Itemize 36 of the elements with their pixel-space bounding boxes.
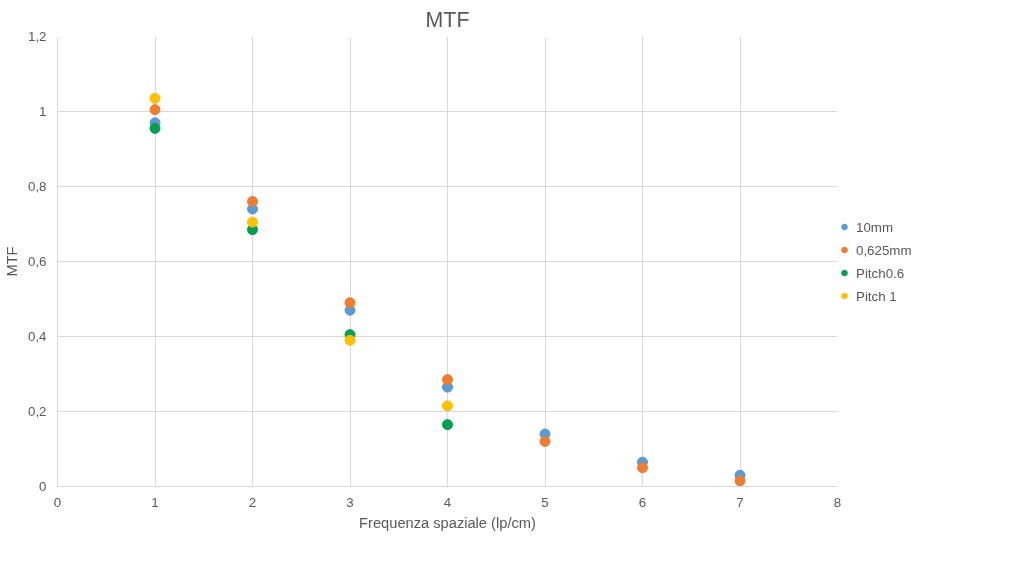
point xyxy=(149,104,161,116)
x-tick-label: 4 xyxy=(443,494,452,510)
legend-label: Pitch0.6 xyxy=(856,265,905,280)
y-tick-label: 0,8 xyxy=(27,179,47,194)
x-tick-label: 0 xyxy=(53,494,62,510)
y-tick-label: 0,6 xyxy=(27,254,47,269)
chart-title: MTF xyxy=(425,7,470,32)
x-tick-label: 3 xyxy=(346,494,354,510)
point xyxy=(442,419,453,431)
legend-label: 10mm xyxy=(856,219,894,234)
legend-label: 0,625mm xyxy=(856,242,912,257)
x-tick-label: 6 xyxy=(638,494,647,510)
y-tick-label: 0,2 xyxy=(27,404,47,419)
y-axis-title: MTF xyxy=(3,246,20,277)
x-axis-title: Frequenza spaziale (lp/cm) xyxy=(359,514,536,531)
point xyxy=(344,297,356,309)
x-tick-label: 2 xyxy=(248,494,257,510)
point xyxy=(149,92,161,104)
y-tick-label: 1 xyxy=(39,104,47,119)
point xyxy=(247,216,258,228)
point xyxy=(442,400,453,412)
x-tick-label: 1 xyxy=(151,494,159,510)
point xyxy=(734,475,746,487)
point xyxy=(442,374,453,386)
point xyxy=(149,122,161,134)
y-tick-label: 1,2 xyxy=(27,29,47,44)
y-tick-label: 0 xyxy=(39,479,47,494)
point xyxy=(539,436,551,447)
x-tick-label: 5 xyxy=(541,494,549,510)
point xyxy=(637,462,648,474)
y-tick-label: 0,4 xyxy=(27,329,48,344)
x-tick-label: 7 xyxy=(736,494,744,510)
legend-label: Pitch 1 xyxy=(856,288,897,303)
point xyxy=(247,196,258,207)
point xyxy=(344,334,356,346)
x-tick-label: 8 xyxy=(833,494,842,510)
